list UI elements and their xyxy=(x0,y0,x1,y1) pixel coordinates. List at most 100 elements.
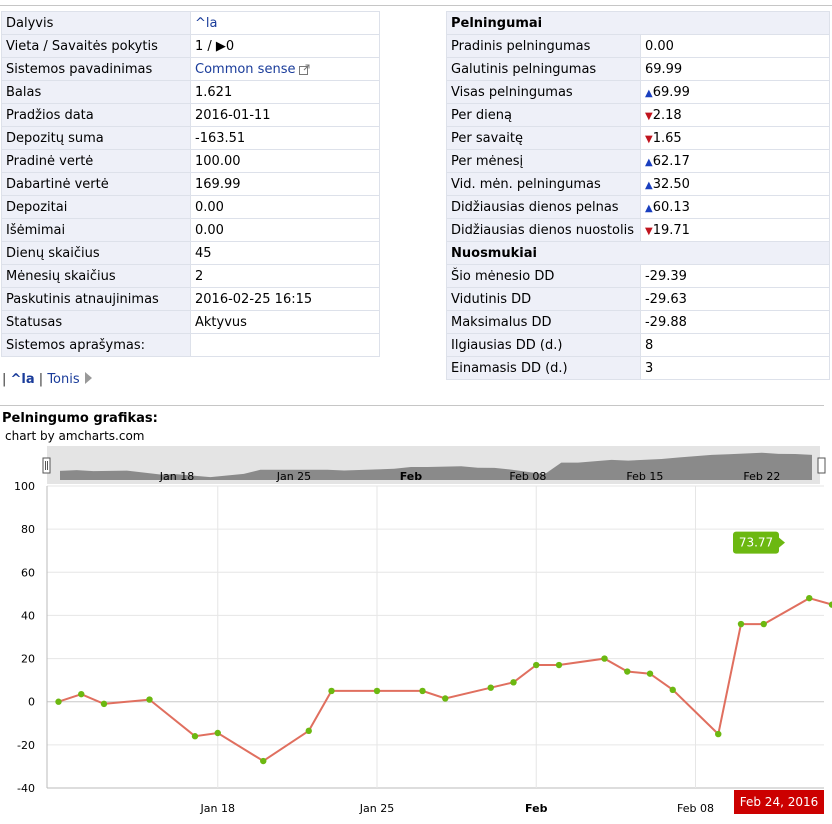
arrow-up-icon: ▲ xyxy=(644,202,653,214)
info-value: 1 / ▶0 xyxy=(190,34,380,58)
system-name-link[interactable]: Common sense xyxy=(195,61,296,77)
info-label: Dalyvis xyxy=(1,11,191,35)
data-point[interactable] xyxy=(487,684,494,691)
info-label: Depozitų suma xyxy=(1,126,191,150)
data-point[interactable] xyxy=(78,690,85,698)
data-point[interactable] xyxy=(214,729,221,737)
metric-row: Pradinis pelningumas 0.00 xyxy=(446,34,830,58)
y-tick-label: -40 xyxy=(17,782,35,795)
info-label: Balas xyxy=(1,80,191,104)
breadcrumb-separator: | xyxy=(38,372,44,387)
metric-row: Per mėnesį ▲62.17 xyxy=(446,149,830,173)
chart-title: Pelningumo grafikas: xyxy=(2,411,158,426)
data-point[interactable] xyxy=(146,696,153,703)
data-point[interactable] xyxy=(760,620,767,628)
info-value: 169.99 xyxy=(190,172,380,196)
info-row: Dabartinė vertė 169.99 xyxy=(1,172,380,196)
data-point[interactable] xyxy=(55,698,62,705)
metric-label: Vid. mėn. pelningumas xyxy=(446,172,641,196)
metric-value: 62.17 xyxy=(652,153,690,169)
metric-row: Vid. mėn. pelningumas ▲32.50 xyxy=(446,172,830,196)
metric-label: Pradinis pelningumas xyxy=(446,34,641,58)
metric-label: Einamasis DD (d.) xyxy=(446,356,641,380)
breadcrumb-next-link[interactable]: Tonis xyxy=(47,372,80,387)
metric-row: Didžiausias dienos pelnas ▲60.13 xyxy=(446,195,830,219)
metric-value-cell: ▲62.17 xyxy=(639,149,830,173)
info-label: Paskutinis atnaujinimas xyxy=(1,287,191,311)
data-point[interactable] xyxy=(601,655,608,662)
metric-row: Per dieną ▼2.18 xyxy=(446,103,830,127)
next-arrow-icon[interactable] xyxy=(84,371,93,385)
data-point[interactable] xyxy=(533,661,540,669)
info-value: 100.00 xyxy=(190,149,380,173)
profit-chart[interactable]: Jan 18 Jan 25 Feb Feb 08 Feb 15 Feb 22 100 80 6… xyxy=(0,440,832,824)
scrollbar-tick-label: Feb xyxy=(400,470,423,483)
data-point[interactable] xyxy=(669,686,676,694)
metric-value: 1.65 xyxy=(652,130,682,146)
metric-value-cell: ▼1.65 xyxy=(639,126,830,150)
metric-label: Šio mėnesio DD xyxy=(446,264,641,288)
data-point[interactable] xyxy=(328,687,335,695)
data-point[interactable] xyxy=(100,700,108,708)
arrow-down-icon: ▼ xyxy=(644,225,653,237)
metric-value-cell: -29.88 xyxy=(639,310,830,334)
external-link-icon[interactable] xyxy=(299,64,310,75)
info-row: Vieta / Savaitės pokytis 1 / ▶0 xyxy=(1,34,380,58)
metric-row: Einamasis DD (d.) 3 xyxy=(446,356,830,380)
data-point[interactable] xyxy=(555,661,563,669)
metric-label: Ilgiausias DD (d.) xyxy=(446,333,641,357)
data-point[interactable] xyxy=(191,733,199,740)
data-point[interactable] xyxy=(715,730,722,738)
data-point[interactable] xyxy=(305,727,312,735)
scrollbar-right-grip[interactable] xyxy=(817,457,826,474)
data-point[interactable] xyxy=(510,679,517,686)
participant-link[interactable]: ^la xyxy=(195,15,218,31)
info-row: Dalyvis ^la xyxy=(1,11,380,35)
info-label: Dabartinė vertė xyxy=(1,172,191,196)
info-label: Išėmimai xyxy=(1,218,191,242)
info-row: Paskutinis atnaujinimas 2016-02-25 16:15 xyxy=(1,287,380,311)
data-point[interactable] xyxy=(806,594,813,602)
cursor-date-label: Feb 24, 2016 xyxy=(740,795,819,809)
metric-value: -29.88 xyxy=(644,314,687,330)
info-row: Depozitų suma -163.51 xyxy=(1,126,380,150)
y-tick-label: 100 xyxy=(14,480,35,493)
scrollbar-preview-area xyxy=(60,452,812,480)
metric-label: Vidutinis DD xyxy=(446,287,641,311)
data-point[interactable] xyxy=(828,601,832,608)
info-label: Vieta / Savaitės pokytis xyxy=(1,34,191,58)
x-tick-label: Feb xyxy=(525,802,548,815)
data-point[interactable] xyxy=(442,695,449,702)
info-value: Common sense xyxy=(190,57,380,81)
metric-value-cell: ▲32.50 xyxy=(639,172,830,196)
info-label: Statusas xyxy=(1,310,191,334)
x-tick-label: Jan 25 xyxy=(359,802,394,815)
metric-value-cell: 0.00 xyxy=(639,34,830,58)
data-point[interactable] xyxy=(646,670,654,677)
data-point[interactable] xyxy=(373,687,381,695)
metric-label: Didžiausias dienos pelnas xyxy=(446,195,641,219)
info-value: 2016-02-25 16:15 xyxy=(190,287,380,311)
x-tick-label: Feb 08 xyxy=(677,802,714,815)
chart-scrollbar[interactable]: Jan 18 Jan 25 Feb Feb 08 Feb 15 Feb 22 xyxy=(42,446,826,484)
data-point[interactable] xyxy=(624,668,631,675)
scrollbar-tick-label: Feb 15 xyxy=(626,470,663,483)
section-divider xyxy=(0,405,824,406)
data-point[interactable] xyxy=(419,687,426,695)
scrollbar-tick-label: Jan 25 xyxy=(276,470,311,483)
info-value: 0.00 xyxy=(190,218,380,242)
info-value: Aktyvus xyxy=(190,310,380,334)
value-balloon-label: 73.77 xyxy=(739,536,773,550)
breadcrumb-user-link[interactable]: ^la xyxy=(10,372,35,387)
data-point[interactable] xyxy=(260,757,267,765)
metric-label: Galutinis pelningumas xyxy=(446,57,641,81)
arrow-up-icon: ▲ xyxy=(644,87,653,99)
y-tick-label: 80 xyxy=(21,523,35,536)
metric-row: Šio mėnesio DD -29.39 xyxy=(446,264,830,288)
breadcrumb-separator: | xyxy=(2,372,7,387)
data-point[interactable] xyxy=(737,620,745,628)
info-label: Sistemos aprašymas: xyxy=(1,333,191,357)
metric-value: 3 xyxy=(644,360,654,376)
scrollbar-left-grip[interactable] xyxy=(42,457,51,474)
y-tick-label: 40 xyxy=(21,609,35,622)
